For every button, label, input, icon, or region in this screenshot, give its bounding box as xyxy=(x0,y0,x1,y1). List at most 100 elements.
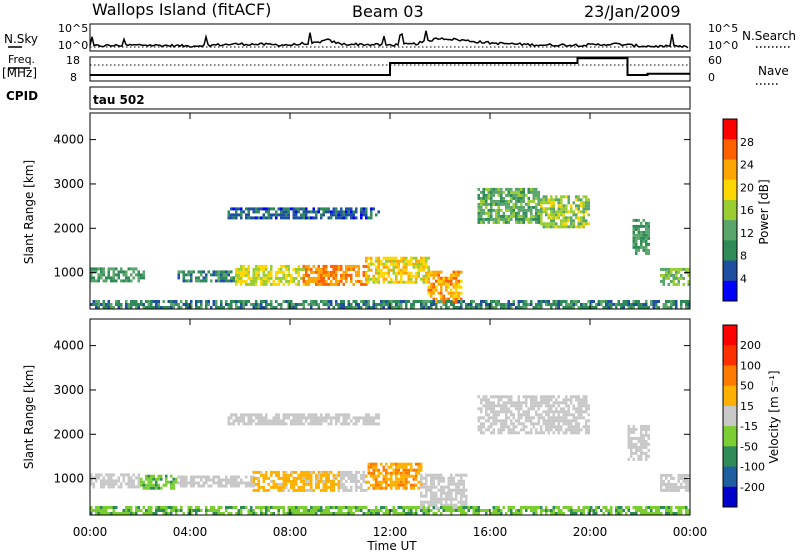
velocity-colorbar-tick-0: 200 xyxy=(740,339,761,352)
power-region-4 xyxy=(365,256,430,284)
velocity-colorbar-swatch-7 xyxy=(723,466,737,488)
cpid-value: tau 502 xyxy=(93,93,145,107)
x-axis-label: Time UT xyxy=(366,539,417,553)
velocity-colorbar-swatch-2 xyxy=(723,365,737,387)
power-colorbar-swatch-6 xyxy=(723,240,737,262)
power-colorbar: 28 24 20 16 12 8 4 xyxy=(722,118,754,302)
velocity-region-3 xyxy=(252,470,343,492)
power-colorbar-tick-5: 8 xyxy=(740,250,747,263)
power-y-axis: 4000 3000 2000 1000 xyxy=(53,133,690,280)
x-tick-label-5: 20:00 xyxy=(573,525,608,539)
velocity-region-6 xyxy=(420,473,468,510)
power-region-10 xyxy=(227,207,380,220)
x-tick-label-6: 00:00 xyxy=(673,525,708,539)
power-region-9 xyxy=(660,267,690,286)
time-x-axis: 00:00 04:00 08:00 12:00 16:00 20:00 00:00 xyxy=(73,113,708,539)
power-colorbar-tick-1: 24 xyxy=(740,159,754,172)
power-region-11 xyxy=(90,300,690,309)
nsearch-tick-bottom: 10^0 xyxy=(708,39,738,52)
power-region-8 xyxy=(632,218,650,255)
velocity-colorbar-tick-1: 100 xyxy=(740,359,761,372)
velocity-ytick-label-3: 1000 xyxy=(53,472,84,486)
velocity-region-2 xyxy=(177,475,255,488)
velocity-colorbar-tick-3: 15 xyxy=(740,400,754,413)
velocity-region-1 xyxy=(140,474,178,490)
velocity-colorbar-swatch-0 xyxy=(723,325,737,346)
freq-tick-top: 18 xyxy=(66,54,80,67)
power-colorbar-label: Power [dB] xyxy=(757,179,771,244)
velocity-colorbar-swatch-6 xyxy=(723,446,737,468)
beam-title: Beam 03 xyxy=(352,2,424,21)
power-colorbar-tick-6: 4 xyxy=(740,272,747,285)
cpid-label: CPID xyxy=(6,89,38,103)
freq-label-1: Freq. xyxy=(8,53,35,66)
velocity-colorbar-tick-2: 50 xyxy=(740,380,754,393)
date-title: 23/Jan/2009 xyxy=(584,2,681,21)
power-ytick-label-2: 2000 xyxy=(53,221,84,235)
power-region-0 xyxy=(90,267,145,283)
velocity-region-5 xyxy=(365,462,423,490)
power-region-2 xyxy=(235,264,305,286)
velocity-colorbar-swatch-8 xyxy=(723,486,737,508)
velocity-colorbar-swatch-3 xyxy=(723,385,737,407)
velocity-ylabel: Slant Range [km] xyxy=(22,365,36,469)
velocity-colorbar-frame xyxy=(722,324,738,508)
nave-tick-top: 60 xyxy=(708,54,722,67)
x-tick-label-1: 04:00 xyxy=(173,525,208,539)
power-ytick-label-1: 3000 xyxy=(53,177,84,191)
nsky-label: N.Sky xyxy=(4,32,38,46)
power-colorbar-swatch-7 xyxy=(723,260,737,282)
nave-label: Nave xyxy=(758,64,789,78)
velocity-region-0 xyxy=(90,473,140,489)
freq-tick-bottom: 8 xyxy=(70,71,77,84)
nsky-tick-top: 10^5 xyxy=(58,22,88,35)
power-ylabel: Slant Range [km] xyxy=(22,160,36,264)
nave-tick-bottom: 0 xyxy=(708,71,715,84)
power-colorbar-swatch-2 xyxy=(723,159,737,181)
nsky-trace xyxy=(89,30,690,49)
velocity-y-axis: 4000 3000 2000 1000 xyxy=(53,339,690,486)
power-colorbar-tick-2: 20 xyxy=(740,181,754,194)
velocity-colorbar: 200 100 50 15 -15 -50 -100 -200 xyxy=(722,324,765,508)
velocity-colorbar-swatch-5 xyxy=(723,426,737,447)
power-colorbar-tick-3: 16 xyxy=(740,204,754,217)
x-tick-label-4: 16:00 xyxy=(473,525,508,539)
power-colorbar-swatch-8 xyxy=(723,280,737,302)
freq-label-2: [MHz] xyxy=(2,66,37,80)
power-ytick-label-0: 4000 xyxy=(53,133,84,147)
power-colorbar-swatch-1 xyxy=(723,139,737,160)
nsearch-tick-top: 10^5 xyxy=(708,22,738,35)
velocity-colorbar-tick-5: -50 xyxy=(740,440,758,453)
power-colorbar-tick-4: 12 xyxy=(740,227,754,240)
velocity-ytick-label-1: 3000 xyxy=(53,383,84,397)
power-colorbar-swatch-3 xyxy=(723,179,737,201)
nsearch-label: N.Search xyxy=(742,29,796,43)
power-region-5 xyxy=(427,270,463,304)
velocity-colorbar-tick-6: -100 xyxy=(740,461,765,474)
power-ytick-label-3: 1000 xyxy=(53,266,84,280)
x-tick-label-0: 00:00 xyxy=(73,525,108,539)
velocity-colorbar-label: Velocity [m s⁻¹] xyxy=(767,370,781,463)
velocity-colorbar-tick-4: -15 xyxy=(740,420,758,433)
velocity-ytick-label-2: 2000 xyxy=(53,427,84,441)
power-region-7 xyxy=(540,195,590,229)
x-tick-label-3: 12:00 xyxy=(373,525,408,539)
freq-trace xyxy=(90,57,690,76)
velocity-colorbar-swatch-1 xyxy=(723,345,737,366)
power-colorbar-frame xyxy=(722,118,738,302)
nsky-panel-frame xyxy=(89,23,691,52)
power-heatmap xyxy=(90,187,690,309)
nsky-line xyxy=(89,30,689,49)
power-colorbar-tick-0: 28 xyxy=(740,136,754,149)
velocity-colorbar-swatch-4 xyxy=(723,405,737,427)
velocity-region-10 xyxy=(227,413,380,426)
nsky-tick-bottom: 10^0 xyxy=(58,39,88,52)
power-colorbar-swatch-5 xyxy=(723,220,737,241)
power-region-3 xyxy=(302,264,368,286)
freq-panel-frame xyxy=(89,56,691,82)
freq-line xyxy=(90,57,690,76)
velocity-region-4 xyxy=(340,470,368,492)
power-region-6 xyxy=(477,187,540,224)
station-title: Wallops Island (fitACF) xyxy=(92,0,271,19)
